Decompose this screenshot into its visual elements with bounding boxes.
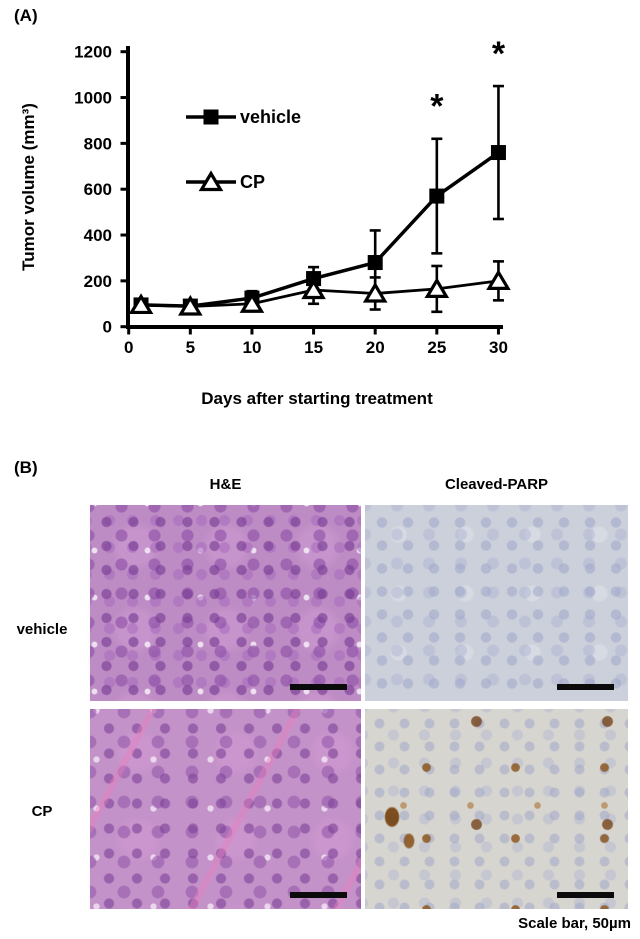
panel-a: (A) 0 200 400 600 800 1000 1200 0 5 10 15 20 25 30 Tum… [0, 0, 640, 445]
legend: vehicle CP [186, 107, 301, 192]
series-CP [128, 260, 511, 316]
x-tick-label: 25 [427, 338, 446, 357]
micrograph-he-cp [90, 709, 361, 909]
x-tick-label: 5 [186, 338, 195, 357]
micrograph-cleaved-parp-vehicle [365, 505, 628, 701]
scale-bar [290, 684, 347, 690]
x-tick-label: 0 [124, 338, 133, 357]
column-header-cleaved-parp: Cleaved-PARP [444, 476, 549, 493]
y-tick-label: 0 [103, 318, 112, 337]
x-tick-label: 30 [489, 338, 508, 357]
panel-a-label: (A) [14, 6, 38, 25]
scale-bar-caption: Scale bar, 50µm [518, 915, 631, 932]
y-tick-label: 200 [84, 272, 112, 291]
scale-bar [290, 892, 347, 898]
panel-b: (B) H&E Cleaved-PARP vehicle CP Scale ba… [0, 449, 640, 939]
y-axis-label: Tumor volume (mm³) [19, 103, 38, 271]
row-label-cp: CP [31, 803, 53, 820]
y-tick-label: 1000 [74, 89, 112, 108]
y-tick-label: 1200 [74, 43, 112, 62]
x-axis-label: Days after starting treatment [201, 389, 433, 408]
column-header-he: H&E [209, 476, 242, 493]
x-tick-label: 20 [366, 338, 385, 357]
axes: 0 200 400 600 800 1000 1200 0 5 10 15 20 25 30 Tumor v… [19, 43, 508, 408]
x-tick-label: 15 [304, 338, 323, 357]
row-label-vehicle: vehicle [16, 621, 68, 638]
y-tick-label: 400 [84, 226, 112, 245]
y-tick-label: 600 [84, 180, 112, 199]
micrograph-cleaved-parp-cp [365, 709, 628, 909]
x-tick-label: 10 [242, 338, 261, 357]
tumor-volume-chart: 0 200 400 600 800 1000 1200 0 5 10 15 20 25 30 Tumor v… [19, 35, 511, 408]
series-vehicle [133, 84, 506, 314]
significance-asterisk: * [492, 35, 506, 73]
micrograph-he-vehicle [90, 505, 361, 701]
significance-asterisk: * [430, 88, 444, 126]
legend-label: CP [240, 172, 265, 192]
panel-b-label: (B) [14, 458, 38, 477]
scale-bar [557, 892, 614, 898]
legend-label: vehicle [240, 107, 301, 127]
y-tick-label: 800 [84, 134, 112, 153]
scale-bar [557, 684, 614, 690]
